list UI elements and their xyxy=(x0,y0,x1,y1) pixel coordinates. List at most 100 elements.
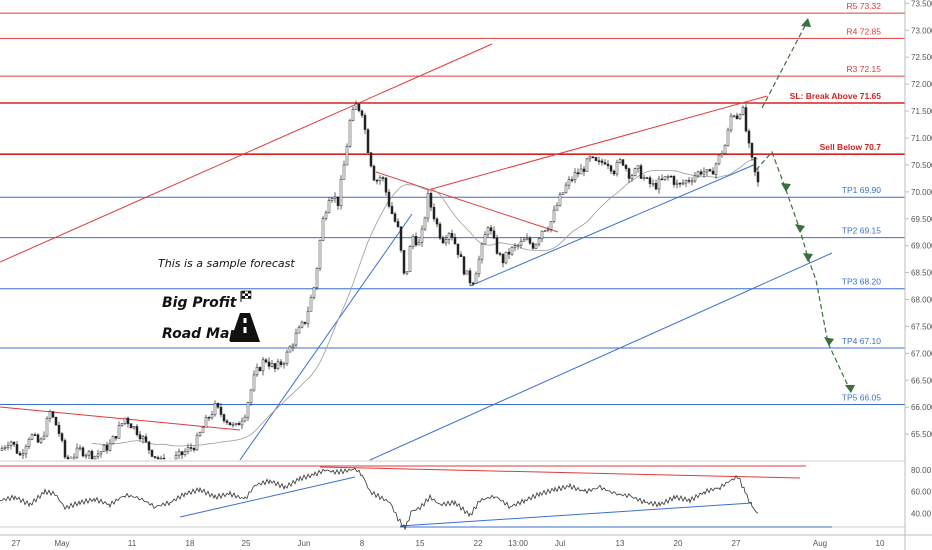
time-tick-label: May xyxy=(54,539,69,548)
candle-body xyxy=(432,207,436,220)
time-tick-label: 11 xyxy=(128,539,137,548)
candle-body xyxy=(180,451,184,456)
candle-body xyxy=(690,180,694,183)
level-label: R5 73.32 xyxy=(847,1,882,11)
rising-channel-bottom xyxy=(469,163,757,287)
candle-body xyxy=(504,251,508,264)
candle-body xyxy=(636,165,640,169)
candle-body xyxy=(747,130,751,144)
price-tick-label: 71.000 xyxy=(911,134,932,143)
candle-body xyxy=(327,200,331,214)
candle-body xyxy=(672,176,676,185)
candle-body xyxy=(240,420,244,426)
candle-body xyxy=(681,182,685,185)
candle-body xyxy=(381,177,385,179)
arrowhead-1 xyxy=(781,183,791,192)
candle-body xyxy=(0,447,4,451)
candle-body xyxy=(666,176,670,178)
candle-body xyxy=(57,424,61,434)
rsi-tick-label: 60.00 xyxy=(911,488,932,497)
candle-body xyxy=(330,198,334,201)
price-tick-label: 70.000 xyxy=(911,188,932,197)
candle-body xyxy=(501,254,505,264)
candle-body xyxy=(324,212,328,219)
candle-body xyxy=(105,445,109,451)
forecast-path-down xyxy=(755,150,851,391)
candle-body xyxy=(393,213,397,222)
level-label: R3 72.15 xyxy=(847,64,882,74)
candle-body xyxy=(267,361,271,367)
candle-body xyxy=(48,411,52,419)
candle-body xyxy=(744,107,748,132)
candle-body xyxy=(573,172,577,181)
level-label: TP1 69.90 xyxy=(842,185,881,195)
rsi-support-2 xyxy=(399,502,753,527)
candle-body xyxy=(291,344,295,348)
rsi-resistance-sloped xyxy=(319,466,801,479)
candle-body xyxy=(471,282,475,285)
candle-body xyxy=(282,363,286,365)
level-label: TP4 67.10 xyxy=(842,336,881,346)
time-tick-label: Jul xyxy=(555,539,565,548)
time-tick-label: 20 xyxy=(674,539,683,548)
candle-body xyxy=(114,436,118,439)
candle-body xyxy=(150,449,154,457)
candle-body xyxy=(24,446,28,454)
candle-body xyxy=(465,270,469,275)
candle-body xyxy=(420,228,424,243)
candle-body xyxy=(417,242,421,246)
candle-body xyxy=(741,107,745,115)
price-tick-label: 66.000 xyxy=(911,403,932,412)
candle-body xyxy=(621,159,625,166)
candle-body xyxy=(495,237,499,254)
candle-body xyxy=(612,170,616,175)
candle-body xyxy=(525,237,529,241)
candle-body xyxy=(27,439,31,447)
candle-body xyxy=(651,182,655,185)
candle-body xyxy=(516,244,520,247)
time-tick-label: 13:00 xyxy=(508,539,529,548)
candle-body xyxy=(75,447,79,458)
candle-body xyxy=(126,417,130,425)
candle-body xyxy=(588,156,592,160)
candle-body xyxy=(96,453,100,457)
candle-body xyxy=(336,196,340,207)
candle-body xyxy=(390,206,394,215)
candle-body xyxy=(66,456,70,460)
candle-body xyxy=(378,177,382,181)
candle-body xyxy=(579,168,583,175)
candle-body xyxy=(204,417,208,428)
candle-body xyxy=(639,165,643,179)
time-tick-label: 22 xyxy=(474,539,483,548)
time-axis-ticks: 27 May 11 18 25 Jun 8 15 22 13:00 Jul 13 20 27 Aug 10 xyxy=(12,539,885,548)
candle-body xyxy=(234,422,238,425)
candle-body xyxy=(177,451,181,456)
candle-body xyxy=(411,236,415,247)
candle-body xyxy=(609,165,613,172)
candle-body xyxy=(468,270,472,284)
candle-body xyxy=(657,178,661,190)
level-label: TP3 68.20 xyxy=(842,277,881,287)
candle-body xyxy=(225,420,229,423)
candle-body xyxy=(9,441,13,446)
candle-body xyxy=(216,402,220,408)
candle-body xyxy=(309,297,313,312)
candle-body xyxy=(354,103,358,110)
rsi-line xyxy=(0,467,759,530)
level-label: Sell Below 70.7 xyxy=(820,142,882,152)
candle-body xyxy=(93,455,97,460)
candle-body xyxy=(120,423,124,426)
rsi-support-1 xyxy=(179,476,356,518)
candle-body xyxy=(186,447,190,452)
candle-body xyxy=(534,243,538,249)
candle-body xyxy=(648,177,652,184)
price-tick-label: 70.500 xyxy=(911,161,932,170)
rsi-panel xyxy=(0,460,905,530)
candle-body xyxy=(528,237,532,244)
price-tick-label: 72.000 xyxy=(911,80,932,89)
candle-body xyxy=(711,170,715,175)
candle-body xyxy=(189,447,193,449)
candle-body xyxy=(384,177,388,193)
candle-body xyxy=(714,163,718,175)
candle-body xyxy=(249,389,253,404)
